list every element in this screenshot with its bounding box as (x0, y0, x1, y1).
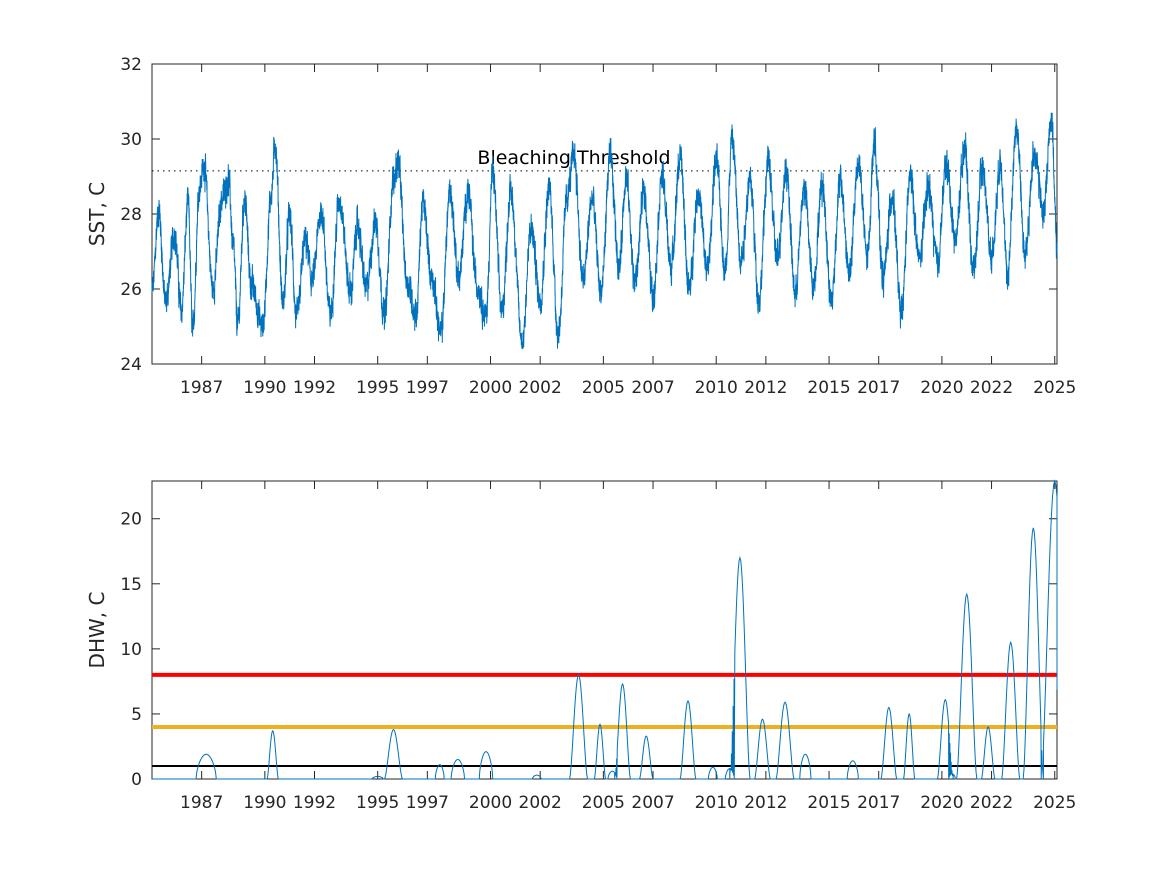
x-tick-label: 1997 (406, 793, 449, 813)
x-tick-label: 2007 (631, 378, 674, 398)
y-tick-label: 28 (120, 205, 142, 225)
sst-x-axis: 1987 1990 1992 1995 1997 2000 2002 2005 2007 2010… (180, 64, 1076, 398)
y-tick-label: 26 (120, 280, 142, 300)
y-tick-label: 32 (120, 55, 142, 75)
x-tick-label: 2010 (695, 378, 738, 398)
x-tick-label: 2020 (920, 378, 963, 398)
x-tick-label: 2017 (857, 793, 900, 813)
y-tick-label: 10 (120, 640, 142, 660)
x-tick-label: 2012 (744, 793, 787, 813)
y-tick-label: 24 (120, 355, 142, 375)
x-tick-label: 2007 (631, 793, 674, 813)
x-tick-label: 2000 (469, 378, 512, 398)
x-tick-label: 2005 (582, 378, 625, 398)
x-tick-label: 2017 (857, 378, 900, 398)
dhw-y-axis-label: DHW, C (85, 592, 109, 669)
sst-plot-area (151, 63, 1058, 365)
sst-y-axis-label: SST, C (85, 182, 109, 246)
x-tick-label: 1992 (293, 793, 336, 813)
x-tick-label: 2012 (744, 378, 787, 398)
x-tick-label: 2020 (920, 793, 963, 813)
dhw-plot-area (151, 480, 1058, 780)
x-tick-label: 1997 (406, 378, 449, 398)
x-tick-label: 2015 (807, 793, 850, 813)
sst-series-line (151, 112, 1058, 350)
sst-chart: 24 26 28 30 32 1987 1990 1992 1995 1997 2000 2002 2… (85, 55, 1076, 398)
sst-y-axis: 24 26 28 30 32 (120, 55, 1057, 375)
x-tick-label: 2002 (519, 793, 562, 813)
x-tick-label: 2005 (582, 793, 625, 813)
dhw-x-axis: 1987 1990 1992 1995 1997 2000 2002 2005 2007 2010… (180, 481, 1076, 813)
y-tick-label: 5 (131, 705, 142, 725)
x-tick-label: 1990 (243, 793, 286, 813)
x-tick-label: 2025 (1033, 793, 1076, 813)
x-tick-label: 1992 (293, 378, 336, 398)
x-tick-label: 1995 (356, 378, 399, 398)
x-tick-label: 2000 (469, 793, 512, 813)
y-tick-label: 30 (120, 130, 142, 150)
dhw-series-line (152, 479, 1058, 780)
x-tick-label: 2015 (807, 378, 850, 398)
x-tick-label: 1987 (180, 793, 223, 813)
x-tick-label: 1995 (356, 793, 399, 813)
y-tick-label: 15 (120, 575, 142, 595)
x-tick-label: 2010 (695, 793, 738, 813)
x-tick-label: 2022 (970, 793, 1013, 813)
x-tick-label: 1990 (243, 378, 286, 398)
y-tick-label: 0 (131, 770, 142, 790)
dhw-chart: 0 5 10 15 20 1987 1990 1992 1995 1997 2000 2002 200… (85, 479, 1076, 813)
x-tick-label: 1987 (180, 378, 223, 398)
x-tick-label: 2025 (1033, 378, 1076, 398)
y-tick-label: 20 (120, 510, 142, 530)
x-tick-label: 2022 (970, 378, 1013, 398)
x-tick-label: 2002 (519, 378, 562, 398)
